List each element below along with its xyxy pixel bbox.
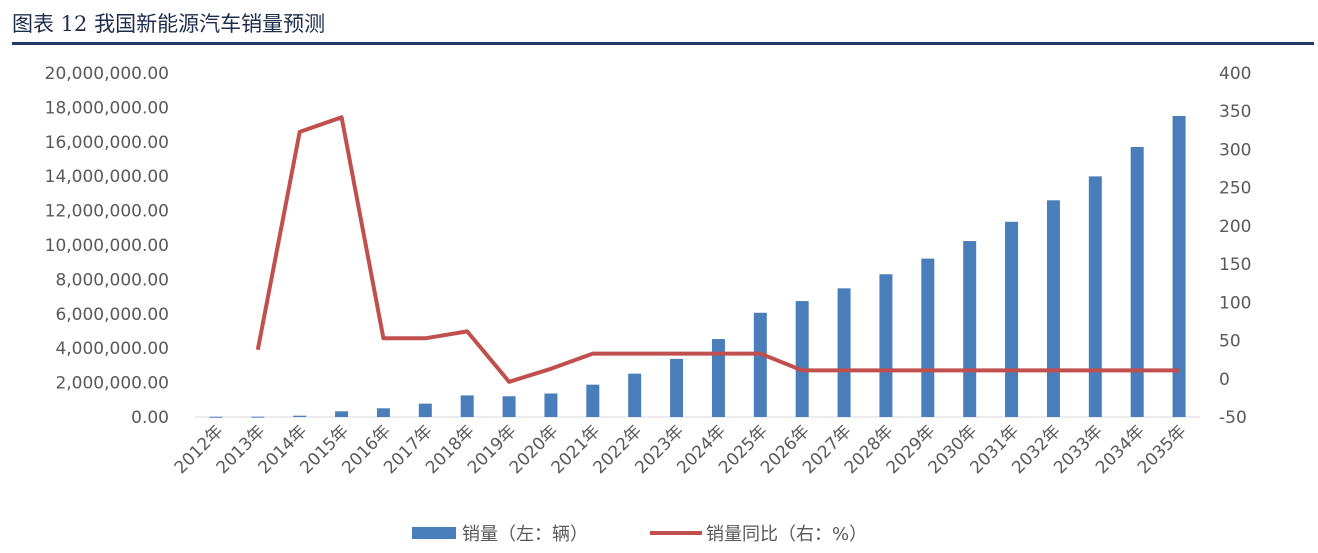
left-tick-label: 4,000,000.00 [55, 339, 169, 359]
sales-bar [209, 416, 223, 418]
sales-bar [753, 312, 767, 417]
left-tick-label: 8,000,000.00 [55, 270, 169, 290]
right-axis-ticks: -50 0 50 100 150 200 250 300 350 400 [1219, 64, 1251, 428]
bar-series [209, 116, 1186, 418]
sales-bar [460, 395, 474, 417]
right-tick-label: 250 [1219, 179, 1251, 199]
sales-bar [586, 384, 600, 417]
chart-title: 图表 12 我国新能源汽车销量预测 [12, 12, 326, 36]
sales-bar [1172, 116, 1186, 417]
sales-bar [544, 393, 558, 417]
legend-line-label: 销量同比（右：%） [706, 524, 867, 545]
right-tick-label: 50 [1219, 332, 1241, 352]
sales-bar [921, 258, 935, 417]
sales-bar [795, 301, 809, 417]
left-tick-label: 12,000,000.00 [45, 202, 169, 222]
sales-bar [711, 339, 725, 417]
right-tick-label: -50 [1219, 408, 1247, 428]
sales-bar [251, 416, 265, 418]
left-tick-label: 2,000,000.00 [55, 374, 169, 394]
sales-bar [293, 415, 307, 417]
right-tick-label: 0 [1219, 370, 1230, 390]
legend: 销量（左：辆） 销量同比（右：%） [412, 524, 867, 545]
sales-bar [837, 288, 851, 417]
right-tick-label: 350 [1219, 102, 1251, 122]
sales-bar [963, 241, 977, 417]
sales-bar [1005, 221, 1019, 417]
left-tick-label: 14,000,000.00 [45, 167, 169, 187]
left-axis-ticks: 0.00 2,000,000.00 4,000,000.00 6,000,000.00… [45, 64, 169, 428]
sales-bar [502, 396, 516, 417]
right-tick-label: 150 [1219, 255, 1251, 275]
sales-bar [879, 274, 893, 417]
sales-bar [376, 408, 390, 417]
title-divider [12, 42, 1314, 45]
sales-bar [670, 358, 684, 417]
right-tick-label: 200 [1219, 217, 1251, 237]
x-axis-ticks: 2012年2013年2014年2015年2016年2017年2018年2019年… [171, 421, 1191, 478]
sales-bar [418, 403, 432, 417]
legend-bar-label: 销量（左：辆） [462, 524, 588, 545]
left-tick-label: 10,000,000.00 [45, 236, 169, 256]
legend-bar-swatch [412, 527, 456, 539]
left-tick-label: 0.00 [131, 408, 169, 428]
right-tick-label: 300 [1219, 140, 1251, 160]
right-tick-label: 400 [1219, 64, 1251, 84]
right-tick-label: 100 [1219, 293, 1251, 313]
left-tick-label: 20,000,000.00 [45, 64, 169, 84]
sales-bar [1046, 200, 1060, 417]
sales-bar [628, 373, 642, 417]
sales-bar [1130, 146, 1144, 417]
yoy-line-series [255, 115, 1180, 384]
sales-bar [335, 411, 349, 417]
left-tick-label: 6,000,000.00 [55, 305, 169, 325]
sales-bar [1088, 176, 1102, 417]
left-tick-label: 16,000,000.00 [45, 133, 169, 153]
left-tick-label: 18,000,000.00 [45, 98, 169, 118]
